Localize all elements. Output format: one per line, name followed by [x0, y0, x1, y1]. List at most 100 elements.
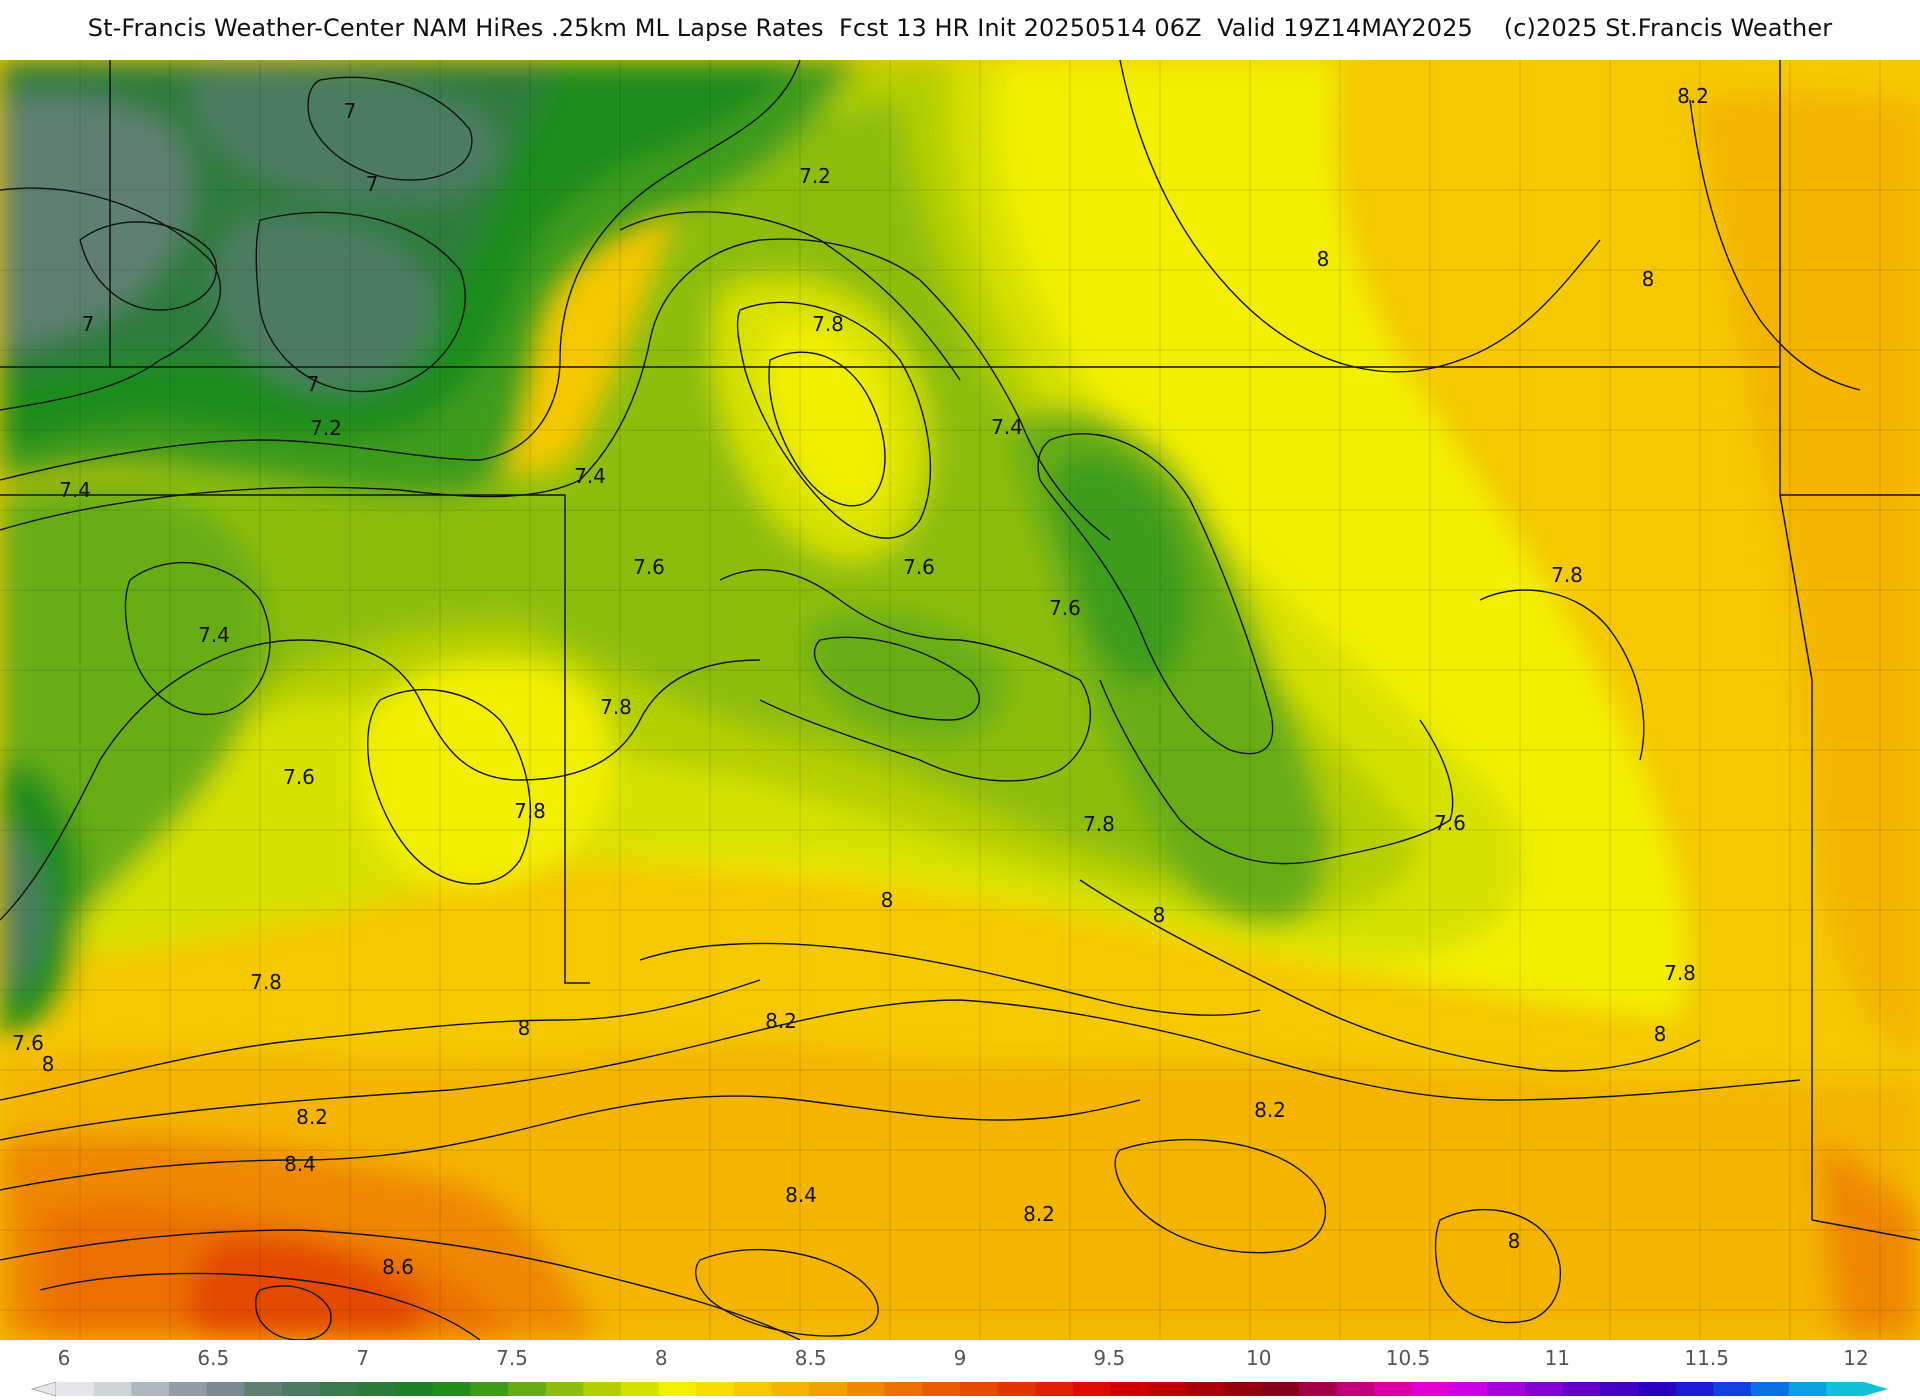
contour-7-c	[255, 211, 466, 393]
contour-label: 8.6	[382, 1255, 414, 1279]
contour-8-mid	[0, 999, 1801, 1141]
scale-swatch	[1525, 1382, 1564, 1396]
scale-swatch	[131, 1382, 170, 1396]
scale-arrow-right	[1864, 1382, 1888, 1396]
scale-swatch	[583, 1382, 622, 1396]
scale-swatch	[545, 1382, 584, 1396]
contour-label: 7.6	[1049, 596, 1081, 620]
contour-label: 8.4	[284, 1152, 316, 1176]
scale-tick-label: 12	[1843, 1346, 1868, 1370]
contour-7-a	[0, 187, 222, 411]
contour-8-2-northeast	[1689, 99, 1861, 391]
scale-swatch	[1449, 1382, 1488, 1396]
state-borders	[0, 60, 1920, 1241]
contour-7-8-east	[1079, 879, 1701, 1072]
scale-swatch	[1035, 1382, 1074, 1396]
contour-8-6-south	[39, 1272, 481, 1340]
lapse-rate-map: 7 7 7 7 7.2 7.2 7.4 7.4 7.4 7.4 7.6 7.6 …	[0, 60, 1920, 1340]
orange-southeast-corner	[1820, 1140, 1920, 1340]
contour-7-6-east	[1099, 679, 1454, 865]
scale-swatch	[1336, 1382, 1375, 1396]
contour-label: 7.8	[1083, 812, 1115, 836]
scale-tick-label: 10	[1246, 1346, 1271, 1370]
contour-7-6-central	[719, 568, 1092, 782]
scale-swatch	[508, 1382, 547, 1396]
contour-7-8-west	[0, 979, 761, 1101]
contour-label: 8	[1508, 1229, 1521, 1253]
scale-swatch	[244, 1382, 283, 1396]
green-pocket-central	[804, 612, 1007, 740]
scale-swatch	[395, 1382, 434, 1396]
contour-label: 8.2	[1677, 84, 1709, 108]
contour-8-4-pocket	[694, 1248, 879, 1337]
contour-label: 7.6	[1434, 811, 1466, 835]
scale-swatch	[282, 1382, 321, 1396]
contour-label: 8.2	[765, 1009, 797, 1033]
scale-swatch	[696, 1382, 735, 1396]
state-border-northeast	[1779, 60, 1813, 1220]
scale-tick-label: 7.5	[496, 1346, 528, 1370]
contour-8-2-southeast	[1114, 1138, 1327, 1254]
scale-tick-label: 10.5	[1386, 1346, 1431, 1370]
state-border-southeast	[1811, 1219, 1920, 1241]
contour-label: 7	[307, 372, 320, 396]
contour-label: 7.8	[812, 312, 844, 336]
orange-northeast	[1700, 95, 1920, 1061]
gray-green-north	[191, 67, 501, 203]
scale-swatch	[1261, 1382, 1300, 1396]
contour-label: 8.2	[1023, 1202, 1055, 1226]
contour-label: 7.8	[1664, 961, 1696, 985]
scale-tick-label: 7	[356, 1346, 369, 1370]
contour-label: 7.4	[198, 623, 230, 647]
scale-swatch	[1374, 1382, 1413, 1396]
scale-swatch	[1412, 1382, 1451, 1396]
scale-tick-label: 6	[58, 1346, 71, 1370]
scale-swatch	[1110, 1382, 1149, 1396]
scale-swatch	[357, 1382, 396, 1396]
contour-label: 7.8	[1551, 563, 1583, 587]
scale-swatch	[1751, 1382, 1790, 1396]
color-scale: 6 6.5 7 7.5 8 8.5 9 9.5 10 10.5 11 11.5 12	[30, 1346, 1888, 1397]
contour-7-d	[307, 76, 473, 181]
contour-7-b	[79, 221, 217, 311]
scale-tick-label: 8	[655, 1346, 668, 1370]
scale-swatch	[734, 1382, 773, 1396]
darker-green-east	[1053, 454, 1191, 682]
contour-7-2-north	[0, 60, 801, 481]
contour-8-north	[1119, 60, 1601, 373]
scale-swatch	[771, 1382, 810, 1396]
map-title: St-Francis Weather-Center NAM HiRes .25k…	[87, 14, 1833, 42]
scale-swatch	[1487, 1382, 1526, 1396]
contour-label: 8	[1153, 903, 1166, 927]
contour-7-6-pocket	[736, 301, 932, 539]
scale-swatch	[884, 1382, 923, 1396]
contour-label: 8.4	[785, 1183, 817, 1207]
scale-tick-label: 6.5	[197, 1346, 229, 1370]
contour-label: 7	[344, 99, 357, 123]
gray-green-mid-north	[216, 217, 437, 392]
scale-swatch	[1299, 1382, 1338, 1396]
scale-tick-label: 8.5	[795, 1346, 827, 1370]
scale-swatch	[1223, 1382, 1262, 1396]
scale-swatch	[1638, 1382, 1677, 1396]
contour-label: 7.6	[633, 555, 665, 579]
contour-7-4-west	[124, 561, 271, 715]
contour-7-8-central	[768, 351, 886, 507]
scale-swatch	[621, 1382, 660, 1396]
scale-swatch	[206, 1382, 245, 1396]
contour-7-2-northcentral	[619, 211, 961, 381]
contour-8-4-south	[0, 1229, 801, 1340]
scale-swatch	[1788, 1382, 1827, 1396]
scale-swatch	[809, 1382, 848, 1396]
scale-swatch	[997, 1382, 1036, 1396]
scale-swatch	[1148, 1382, 1187, 1396]
gray-green-west-edge	[0, 820, 46, 995]
county-lines	[0, 60, 1920, 1340]
contour-label: 7.8	[250, 970, 282, 994]
scale-swatch	[922, 1382, 961, 1396]
contour-label-group: 7 7 7 7 7.2 7.2 7.4 7.4 7.4 7.4 7.6 7.6 …	[12, 84, 1709, 1279]
contour-label: 8	[1654, 1022, 1667, 1046]
contour-7-4-north	[0, 238, 1111, 541]
gray-green-northwest	[0, 96, 190, 350]
contour-8-southeast	[1434, 1208, 1562, 1324]
